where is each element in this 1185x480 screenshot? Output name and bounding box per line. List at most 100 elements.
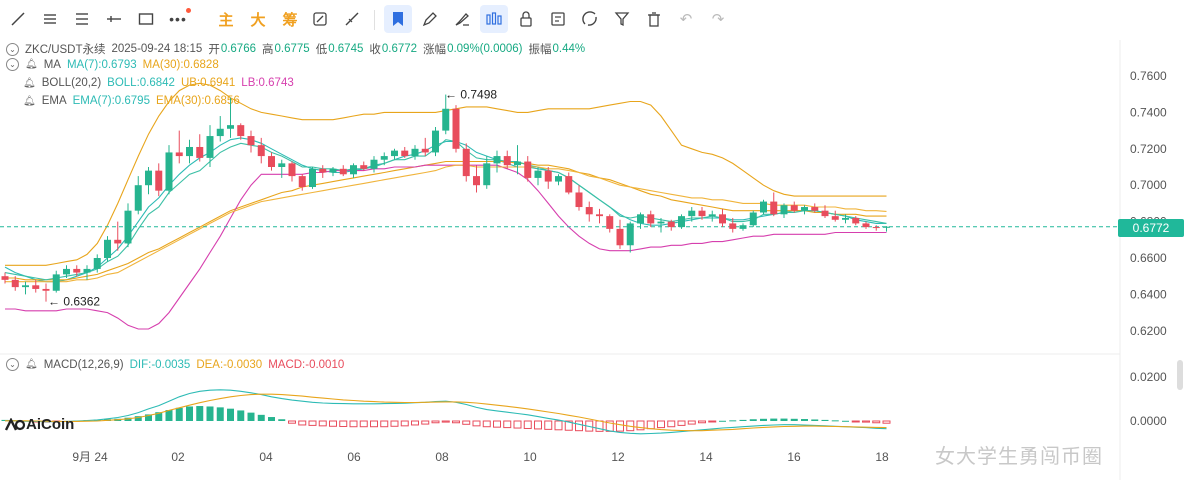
macd-histogram-bar: [441, 420, 450, 423]
undo-icon[interactable]: ↶: [679, 11, 693, 28]
macd-histogram-bar: [206, 406, 214, 421]
macd-histogram-bar: [308, 420, 317, 426]
macd-histogram-bar: [155, 412, 163, 421]
indicator-bars-icon[interactable]: [480, 5, 508, 33]
magnet-tool-icon[interactable]: [576, 5, 604, 33]
macd-histogram-bar: [708, 420, 717, 423]
ma30-value: MA(30):0.6828: [142, 58, 219, 71]
candle-down: [647, 214, 655, 224]
time-axis-label: 12: [611, 450, 625, 464]
pencil-tool-icon[interactable]: [416, 5, 444, 33]
macd-histogram-bar: [575, 420, 583, 432]
macd-histogram-bar: [421, 420, 430, 425]
large-order-button[interactable]: 大: [250, 11, 266, 29]
delete-icon[interactable]: [640, 5, 668, 33]
low-label: 低: [315, 44, 328, 56]
candle-up: [134, 185, 142, 211]
parallel-channel-tool-icon[interactable]: [68, 5, 96, 33]
boll-mid-value: BOLL:0.6842: [107, 77, 175, 89]
rectangle-tool-icon[interactable]: [132, 5, 160, 33]
candle-down: [790, 205, 798, 211]
change-label: 涨幅: [423, 44, 447, 56]
open-value: 0.6766: [220, 43, 256, 55]
candle-up: [780, 205, 788, 215]
note-tool-icon[interactable]: [544, 5, 572, 33]
boll-label[interactable]: BOLL(20,2): [41, 77, 102, 89]
aicoin-logo-icon: [4, 417, 26, 431]
bookmark-tool-icon[interactable]: [384, 5, 412, 33]
candle-down: [770, 201, 778, 215]
horizontal-lines-tool-icon[interactable]: [36, 5, 64, 33]
collapse-chevron-icon[interactable]: ⌄: [6, 42, 19, 56]
filter-icon[interactable]: [608, 5, 636, 33]
bell-icon[interactable]: 🔔︎: [23, 77, 36, 89]
price-axis-label: 0.6400: [1130, 287, 1167, 301]
watermark-text: 女大学生勇闯币圈: [935, 440, 1103, 469]
lock-icon[interactable]: [512, 5, 540, 33]
candle-down: [667, 221, 675, 228]
macd-histogram-bar: [83, 420, 91, 422]
time-axis-label: 9月 24: [72, 450, 108, 464]
candle-down: [257, 145, 265, 157]
candle-up: [739, 225, 747, 229]
redo-icon[interactable]: ↷: [711, 11, 725, 28]
candle-down: [575, 192, 583, 208]
collapse-indicators-icon[interactable]: ⌄: [6, 58, 19, 71]
ema7-value: EMA(7):0.6795: [72, 95, 150, 107]
candle-down: [175, 152, 183, 157]
ma-label[interactable]: MA: [43, 58, 61, 71]
candle-down: [298, 176, 306, 188]
macd-histogram-bar: [729, 420, 737, 422]
macd-histogram-bar: [605, 420, 614, 432]
macd-histogram-bar: [227, 408, 234, 421]
chip-distribution-button[interactable]: 筹: [282, 11, 298, 29]
low-value: 0.6745: [328, 43, 364, 55]
macd-label[interactable]: MACD(12,26,9): [43, 358, 124, 371]
candle-up: [104, 239, 111, 258]
macd-histogram-bar: [196, 406, 204, 421]
price-axis-label: 0.7200: [1130, 142, 1167, 156]
macd-histogram-bar: [626, 420, 635, 432]
main-chart-button[interactable]: 主: [218, 11, 234, 29]
candle-down: [462, 148, 470, 177]
macd-histogram-bar: [842, 420, 849, 422]
bell-icon[interactable]: 🔔︎: [25, 59, 38, 70]
edit-drawing-icon[interactable]: [306, 5, 334, 33]
candle-up: [883, 226, 890, 228]
time-axis-label: 04: [259, 450, 273, 464]
candle-up: [411, 148, 419, 157]
ruler-tool-icon[interactable]: [338, 5, 366, 33]
brush-tool-icon[interactable]: [448, 5, 476, 33]
macd-histogram-bar: [503, 420, 512, 429]
collapse-macd-icon[interactable]: ⌄: [6, 358, 19, 371]
ema-label[interactable]: EMA: [41, 95, 67, 107]
macd-histogram-bar: [482, 420, 491, 428]
bell-icon[interactable]: 🔔︎: [25, 359, 38, 370]
macd-histogram-bar: [411, 420, 419, 426]
candle-down: [872, 227, 880, 229]
candle-down: [473, 176, 480, 186]
ema-info-line: 🔔︎ EMA EMA(7):0.6795 EMA(30):0.6856: [23, 95, 246, 107]
dif-line: [4, 389, 887, 435]
macd-histogram-bar: [175, 407, 183, 421]
candle-down: [11, 279, 19, 288]
ma7-value: MA(7):0.6793: [66, 58, 137, 71]
candle-up: [749, 212, 757, 226]
boll-ub-value: UB:0.6941: [180, 77, 236, 89]
bell-icon[interactable]: 🔔︎: [23, 95, 36, 107]
macd-histogram-bar: [390, 420, 399, 427]
candle-down: [719, 214, 726, 224]
macd-histogram-bar: [770, 418, 778, 421]
time-axis-label: 02: [171, 450, 185, 464]
change-value: 0.09%(0.0006): [447, 43, 523, 55]
candle-up: [165, 152, 173, 191]
macd-histogram-bar: [298, 420, 307, 426]
candle-up: [278, 163, 286, 167]
candle-down: [73, 268, 81, 273]
candle-down: [729, 223, 737, 229]
trend-line-tool-icon[interactable]: [4, 5, 32, 33]
macd-histogram-bar: [667, 420, 676, 428]
more-tools-icon[interactable]: •••: [164, 5, 192, 33]
scrollbar[interactable]: [1177, 360, 1183, 390]
cross-line-tool-icon[interactable]: [100, 5, 128, 33]
